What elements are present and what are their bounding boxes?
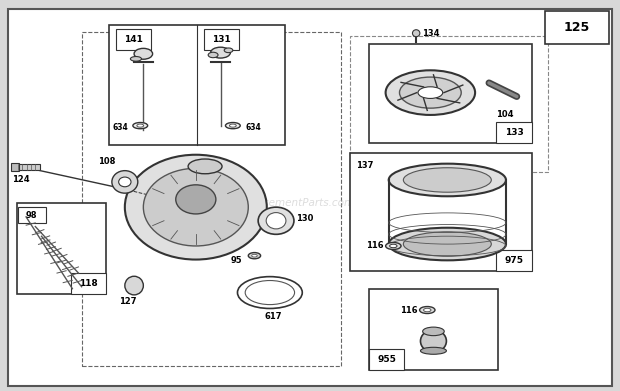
Ellipse shape <box>175 185 216 214</box>
Text: 134: 134 <box>422 29 440 38</box>
Ellipse shape <box>226 122 241 129</box>
Bar <box>82 32 341 366</box>
Bar <box>497 122 532 143</box>
Text: 617: 617 <box>264 312 281 321</box>
Bar <box>109 25 285 145</box>
Text: 137: 137 <box>356 161 374 170</box>
Ellipse shape <box>118 177 131 187</box>
Ellipse shape <box>420 307 435 314</box>
Ellipse shape <box>208 52 218 58</box>
Text: 116: 116 <box>366 242 384 251</box>
Text: 975: 975 <box>505 256 524 265</box>
Ellipse shape <box>134 48 153 59</box>
Text: 124: 124 <box>12 175 30 184</box>
Ellipse shape <box>386 242 401 249</box>
Ellipse shape <box>389 244 397 248</box>
Text: 127: 127 <box>118 297 136 306</box>
Text: 130: 130 <box>296 214 314 223</box>
Bar <box>369 289 498 370</box>
Text: 634: 634 <box>245 123 261 132</box>
Ellipse shape <box>125 276 143 295</box>
Bar <box>497 250 532 271</box>
Ellipse shape <box>248 253 260 259</box>
Ellipse shape <box>389 228 506 260</box>
Bar <box>71 273 106 294</box>
Ellipse shape <box>188 159 222 174</box>
Ellipse shape <box>404 232 491 256</box>
Text: 118: 118 <box>79 279 98 288</box>
Bar <box>369 44 532 143</box>
Ellipse shape <box>418 87 443 99</box>
Ellipse shape <box>133 122 148 129</box>
Bar <box>17 203 106 294</box>
Ellipse shape <box>399 77 461 108</box>
Text: 104: 104 <box>495 110 513 119</box>
Ellipse shape <box>423 327 445 335</box>
Ellipse shape <box>266 213 286 229</box>
Ellipse shape <box>389 164 506 196</box>
Bar <box>350 36 547 172</box>
Bar <box>11 163 19 171</box>
Bar <box>544 11 609 44</box>
Bar <box>17 165 40 170</box>
Text: 98: 98 <box>26 211 37 220</box>
Text: 116: 116 <box>401 305 418 314</box>
Ellipse shape <box>386 70 475 115</box>
Ellipse shape <box>224 48 233 53</box>
Text: eReplacementParts.com: eReplacementParts.com <box>228 198 355 208</box>
Text: 634: 634 <box>112 123 128 132</box>
Text: 133: 133 <box>505 128 524 137</box>
Text: 95: 95 <box>231 256 242 265</box>
Ellipse shape <box>258 207 294 234</box>
Text: 955: 955 <box>377 355 396 364</box>
Text: 141: 141 <box>124 35 143 44</box>
Ellipse shape <box>112 170 138 193</box>
Text: 125: 125 <box>564 21 590 34</box>
Ellipse shape <box>252 254 257 257</box>
Text: 108: 108 <box>98 158 115 167</box>
Bar <box>350 153 532 271</box>
Bar <box>115 29 151 50</box>
Bar <box>18 207 46 223</box>
Ellipse shape <box>412 30 420 37</box>
Ellipse shape <box>130 57 141 61</box>
Ellipse shape <box>211 47 231 58</box>
Ellipse shape <box>137 124 144 127</box>
Ellipse shape <box>125 155 267 260</box>
Ellipse shape <box>423 308 431 312</box>
Ellipse shape <box>143 168 248 246</box>
Ellipse shape <box>420 347 446 354</box>
Text: 131: 131 <box>212 35 231 44</box>
Ellipse shape <box>420 330 446 352</box>
Bar <box>369 349 404 370</box>
Ellipse shape <box>229 124 236 127</box>
Bar <box>203 29 239 50</box>
Ellipse shape <box>404 168 491 192</box>
